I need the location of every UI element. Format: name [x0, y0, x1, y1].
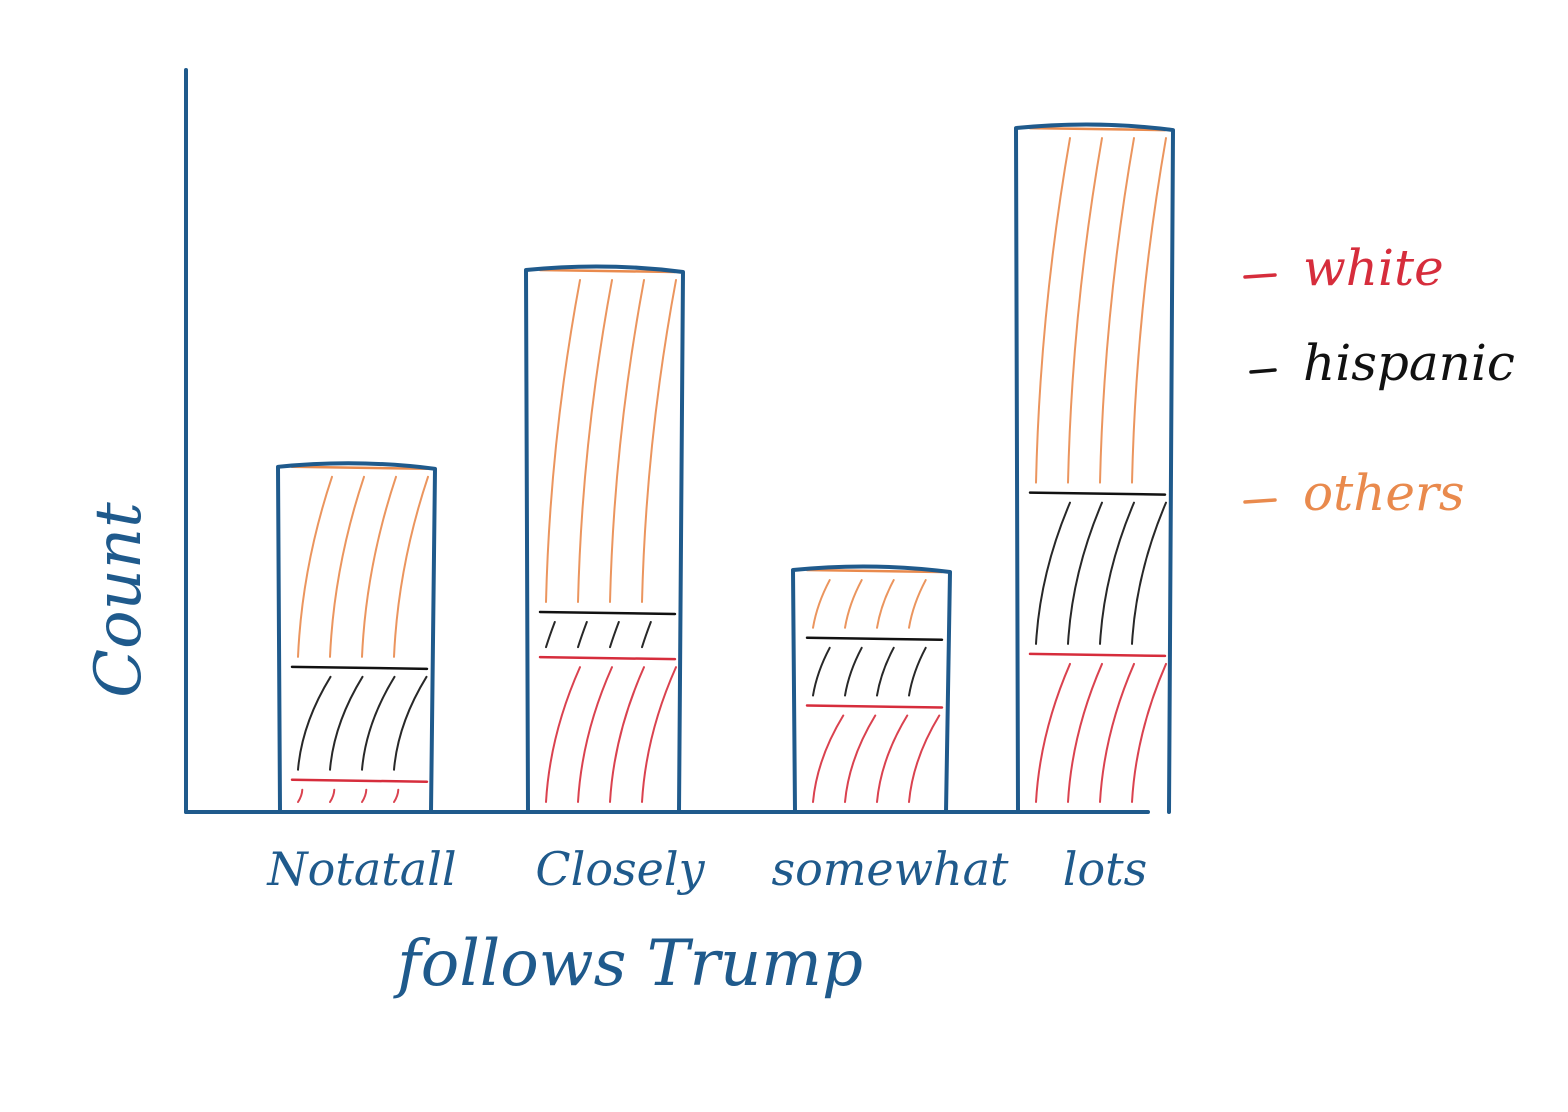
- y-axis-title: Count: [82, 502, 156, 698]
- legend-item-white: white: [1243, 239, 1444, 297]
- segment-divider-white-somewhat: [805, 704, 944, 709]
- bar-segment-others-closely: [545, 279, 677, 603]
- bar-segment-white-closely: [545, 666, 677, 803]
- bar-segment-white-notatall: [297, 788, 400, 803]
- bar-outline-notatall: [276, 461, 437, 814]
- legend-swatch-hispanic: [1249, 368, 1277, 374]
- bar-segment-others-lots: [1035, 137, 1167, 484]
- bar-segment-others-notatall: [297, 475, 429, 658]
- bar-segment-white-somewhat: [812, 714, 941, 803]
- bar-group-notatall: [276, 461, 437, 814]
- bar-segment-hispanic-closely: [545, 620, 652, 649]
- bar-segment-hispanic-somewhat: [812, 646, 927, 697]
- x-tick-label-lots: lots: [1063, 842, 1148, 896]
- bar-group-closely: [524, 264, 685, 814]
- segment-divider-others-notatall: [290, 465, 429, 471]
- legend: white hispanic others: [1243, 239, 1515, 522]
- bar-group-lots: [1014, 122, 1175, 814]
- legend-label-hispanic: hispanic: [1303, 334, 1515, 392]
- bar-group-somewhat: [791, 564, 952, 814]
- legend-item-hispanic: hispanic: [1249, 334, 1515, 392]
- x-tick-label-notatall: Notatall: [266, 842, 456, 896]
- segment-divider-hispanic-closely: [538, 610, 677, 616]
- segment-divider-hispanic-notatall: [290, 665, 429, 671]
- bar-outline-somewhat: [791, 564, 952, 814]
- segment-divider-white-notatall: [290, 778, 429, 783]
- x-axis-title: follows Trump: [393, 927, 863, 1001]
- legend-swatch-white: [1243, 273, 1277, 279]
- legend-item-others: others: [1243, 464, 1465, 522]
- bar-segment-hispanic-lots: [1035, 501, 1167, 645]
- segment-divider-hispanic-somewhat: [805, 636, 944, 642]
- segment-divider-others-lots: [1028, 126, 1167, 132]
- bar-outline-lots: [1014, 122, 1175, 814]
- bar-segment-hispanic-notatall: [297, 675, 428, 771]
- x-tick-labels: Notatall Closely somewhat lots: [266, 842, 1147, 896]
- legend-swatch-others: [1243, 498, 1277, 504]
- bar-outline-closely: [524, 264, 685, 814]
- legend-label-white: white: [1303, 239, 1444, 297]
- segment-divider-others-somewhat: [805, 568, 944, 574]
- segment-divider-white-lots: [1028, 652, 1167, 658]
- bar-segment-others-somewhat: [812, 579, 927, 629]
- bar-segment-white-lots: [1035, 662, 1167, 803]
- segment-divider-hispanic-lots: [1028, 491, 1167, 496]
- bars-layer: [276, 122, 1175, 814]
- segment-divider-white-closely: [538, 655, 677, 661]
- legend-label-others: others: [1303, 464, 1465, 522]
- segment-divider-others-closely: [538, 268, 677, 274]
- x-tick-label-somewhat: somewhat: [771, 842, 1009, 896]
- x-tick-label-closely: Closely: [535, 842, 705, 896]
